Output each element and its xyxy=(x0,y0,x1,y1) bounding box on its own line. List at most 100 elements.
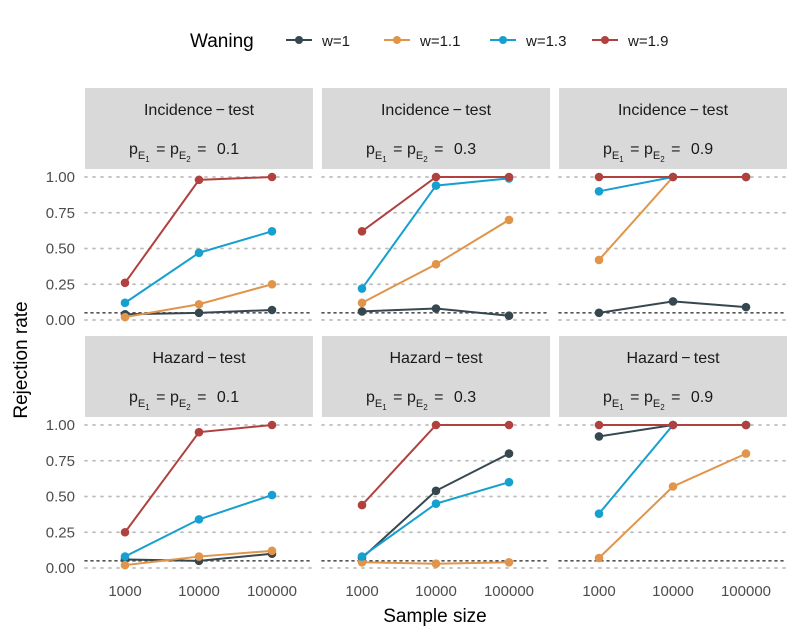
facet-p-value: 0.9 xyxy=(691,141,713,158)
x-tick-label: 10000 xyxy=(178,583,220,600)
facet-p-label: pE1 = pE2 = 0.3 xyxy=(366,141,476,164)
data-point xyxy=(594,255,604,265)
y-tick-label: 0.25 xyxy=(46,276,75,293)
facet-p-value: 0.3 xyxy=(454,389,476,406)
data-point xyxy=(504,420,514,430)
series-w-1-3 xyxy=(120,490,277,561)
data-point xyxy=(194,299,204,309)
data-point xyxy=(668,297,678,306)
data-point xyxy=(504,557,514,567)
facet-strip xyxy=(85,88,313,169)
series-w-1-1 xyxy=(357,215,514,308)
facet-p-label: pE1 = pE2 = 0.9 xyxy=(603,389,713,412)
legend-entry: w=1.3 xyxy=(490,33,566,50)
data-point xyxy=(741,302,751,312)
series-w-1-9 xyxy=(594,172,751,182)
series-w-1-1 xyxy=(594,449,751,563)
x-tick-label: 10000 xyxy=(652,583,694,600)
facet-test-label: Hazard − test xyxy=(152,350,246,367)
series-w-1-9 xyxy=(120,420,277,537)
series-w-1-3 xyxy=(357,477,514,561)
facet-panel: Hazard − test pE1 = pE2 = 0.1 0.00 0.25 0.50… xyxy=(46,336,314,600)
y-tick-label: 1.00 xyxy=(46,417,75,434)
data-point xyxy=(594,172,604,182)
series-line xyxy=(598,452,747,559)
x-tick-label: 100000 xyxy=(484,583,534,600)
y-tick-label: 0.00 xyxy=(46,560,75,577)
y-tick-label: 0.75 xyxy=(46,205,75,222)
legend-label: w=1.3 xyxy=(525,33,566,50)
facet-test-label: Incidence − test xyxy=(381,102,492,119)
data-point xyxy=(431,499,441,508)
series-w-1-9 xyxy=(120,172,277,288)
data-point xyxy=(431,420,441,430)
legend-entry: w=1.1 xyxy=(384,33,460,50)
data-point xyxy=(431,172,441,182)
data-point xyxy=(357,307,367,316)
data-point xyxy=(431,304,441,313)
series-line xyxy=(124,494,273,558)
data-point xyxy=(504,215,514,225)
series-line xyxy=(124,230,273,304)
data-point xyxy=(357,284,367,293)
series-line xyxy=(598,176,746,261)
series-w-1-1 xyxy=(357,557,514,569)
y-tick-label: 0.50 xyxy=(46,241,75,258)
legend: Waning w=1 w=1.1 w=1.3 w=1.9 xyxy=(190,31,668,52)
legend-key-marker xyxy=(601,36,609,44)
data-point xyxy=(594,420,604,430)
data-point xyxy=(594,308,604,318)
legend-key-marker xyxy=(393,36,401,44)
data-point xyxy=(504,477,514,487)
x-axis-title: Sample size xyxy=(383,606,487,627)
data-point xyxy=(267,172,277,182)
facet-panel: Incidence − test pE1 = pE2 = 0.9 xyxy=(558,88,788,321)
x-tick-label: 100000 xyxy=(247,583,297,600)
data-point xyxy=(668,420,678,430)
series-w-1 xyxy=(357,304,514,321)
facet-p-value: 0.3 xyxy=(454,141,476,158)
data-point xyxy=(357,500,367,510)
data-point xyxy=(504,449,514,458)
facet-panel: Incidence − test pE1 = pE2 = 0.3 xyxy=(321,88,551,321)
data-point xyxy=(120,298,130,308)
data-point xyxy=(194,175,204,185)
facet-p-label: pE1 = pE2 = 0.9 xyxy=(603,141,713,164)
data-point xyxy=(267,420,277,430)
y-axis-title: Rejection rate xyxy=(11,301,32,418)
data-point xyxy=(431,181,441,190)
y-tick-label: 0.50 xyxy=(46,489,75,506)
data-point xyxy=(668,172,678,182)
series-w-1-3 xyxy=(120,227,277,308)
data-point xyxy=(357,552,367,561)
facet-p-value: 0.1 xyxy=(217,389,239,406)
data-point xyxy=(194,308,204,318)
facet-test-label: Incidence − test xyxy=(618,102,729,119)
facet-strip xyxy=(559,336,787,417)
x-tick-label: 1000 xyxy=(582,583,615,600)
series-w-1-3 xyxy=(357,174,514,293)
data-point xyxy=(267,227,277,236)
x-tick-label: 1000 xyxy=(345,583,378,600)
facet-panel: Incidence − test pE1 = pE2 = 0.1 0.00 0.25 0… xyxy=(46,88,314,329)
legend-entry: w=1.9 xyxy=(592,33,668,50)
series-w-1-1 xyxy=(120,546,277,570)
y-tick-label: 0.00 xyxy=(46,312,75,329)
data-point xyxy=(267,546,277,556)
data-point xyxy=(431,259,441,269)
data-point xyxy=(594,509,604,518)
series-w-1-3 xyxy=(594,420,751,518)
facet-p-value: 0.1 xyxy=(217,141,239,158)
data-point xyxy=(741,449,751,458)
data-point xyxy=(267,490,277,500)
data-point xyxy=(431,486,441,496)
facet-strip xyxy=(559,88,787,169)
data-point xyxy=(194,427,204,437)
facet-strip xyxy=(322,88,550,169)
legend-label: w=1.1 xyxy=(419,33,460,50)
x-tick-label: 1000 xyxy=(108,583,141,600)
data-point xyxy=(194,552,204,561)
facet-strip xyxy=(85,336,313,417)
data-point xyxy=(194,515,204,524)
